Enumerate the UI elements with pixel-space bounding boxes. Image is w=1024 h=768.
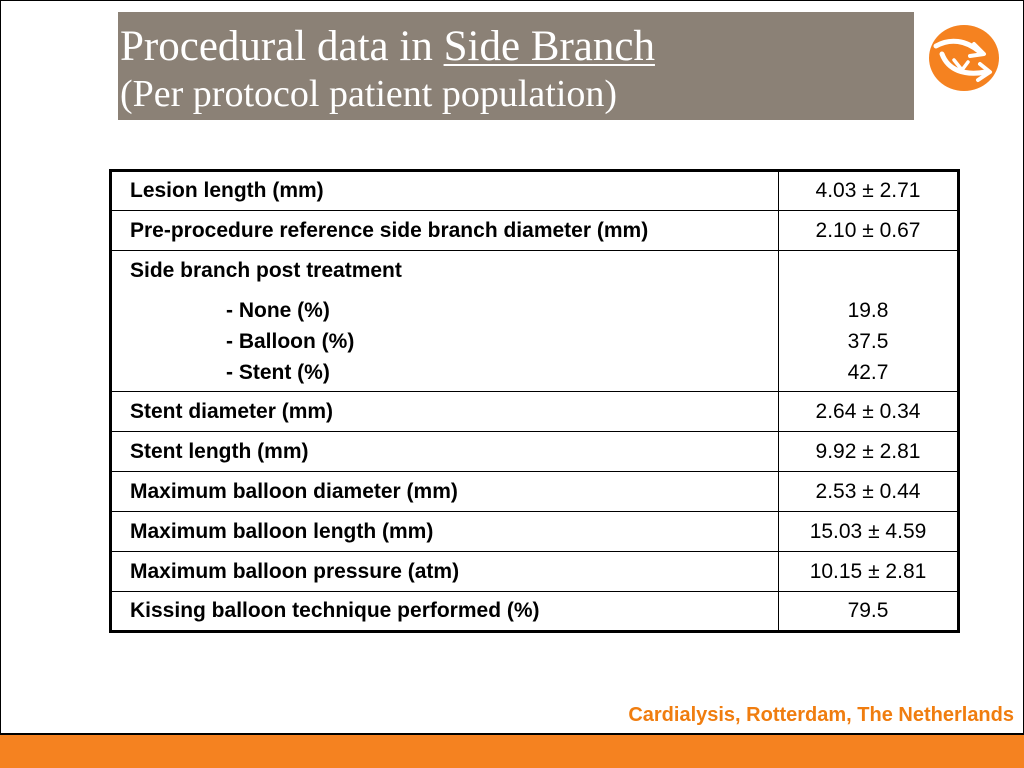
treatment-balloon-value: 37.5 (847, 329, 889, 353)
row-label: Maximum balloon diameter (mm) (110, 471, 779, 512)
table-row: Maximum balloon length (mm) 15.03 ± 4.59 (110, 511, 959, 552)
row-label: Pre-procedure reference side branch diam… (110, 210, 779, 251)
treatment-none-value: 19.8 (847, 298, 889, 322)
title-prefix: Procedural data in (120, 23, 444, 70)
row-value: 15.03 ± 4.59 (778, 511, 959, 552)
slide-title: Procedural data in Side Branch (120, 22, 655, 72)
row-label: Maximum balloon length (mm) (110, 511, 779, 552)
treatment-balloon-label: - Balloon (%) (226, 329, 355, 353)
title-emphasis: Side Branch (443, 23, 655, 70)
row-label: Kissing balloon technique performed (%) (110, 591, 779, 632)
treatment-none-label: - None (%) (226, 298, 330, 322)
row-label: Stent diameter (mm) (110, 391, 779, 432)
table-row: Maximum balloon pressure (atm) 10.15 ± 2… (110, 551, 959, 592)
table-row: Lesion length (mm) 4.03 ± 2.71 (110, 170, 959, 211)
row-value: 9.92 ± 2.81 (778, 431, 959, 472)
table-row: Maximum balloon diameter (mm) 2.53 ± 0.4… (110, 471, 959, 512)
row-value: 10.15 ± 2.81 (778, 551, 959, 592)
slide-subtitle: (Per protocol patient population) (120, 73, 618, 115)
footer-bar (0, 733, 1024, 768)
row-value: 79.5 (778, 591, 959, 632)
treatment-stent-label: - Stent (%) (226, 360, 330, 384)
treatment-stent-value: 42.7 (847, 360, 889, 384)
row-value: 4.03 ± 2.71 (778, 170, 959, 211)
side-branch-value-cell: 19.8 37.5 42.7 (778, 250, 959, 392)
side-branch-heading: Side branch post treatment (130, 258, 402, 282)
side-branch-treatment-row: Side branch post treatment - None (%) - … (110, 250, 959, 392)
table-row: Kissing balloon technique performed (%) … (110, 591, 959, 632)
table-row: Stent length (mm) 9.92 ± 2.81 (110, 431, 959, 472)
side-branch-label-cell: Side branch post treatment - None (%) - … (110, 250, 779, 392)
procedural-data-table: Lesion length (mm) 4.03 ± 2.71 Pre-proce… (109, 169, 960, 633)
table-row: Pre-procedure reference side branch diam… (110, 210, 959, 251)
row-value: 2.53 ± 0.44 (778, 471, 959, 512)
row-value: 2.10 ± 0.67 (778, 210, 959, 251)
row-value: 2.64 ± 0.34 (778, 391, 959, 432)
row-label: Stent length (mm) (110, 431, 779, 472)
row-label: Lesion length (mm) (110, 170, 779, 211)
cardialysis-logo-icon (929, 25, 999, 91)
row-label: Maximum balloon pressure (atm) (110, 551, 779, 592)
title-banner: Procedural data in Side Branch (Per prot… (118, 12, 914, 120)
footer-credit: Cardialysis, Rotterdam, The Netherlands (628, 704, 1014, 726)
table-row: Stent diameter (mm) 2.64 ± 0.34 (110, 391, 959, 432)
